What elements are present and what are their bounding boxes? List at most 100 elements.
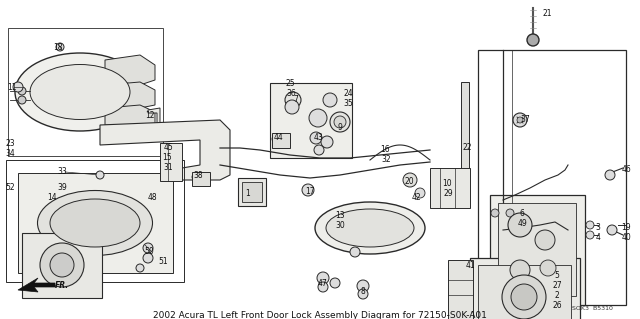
Text: 18: 18	[53, 42, 63, 51]
Circle shape	[508, 213, 532, 237]
Circle shape	[314, 145, 324, 155]
Circle shape	[511, 284, 537, 310]
Text: 36: 36	[286, 88, 296, 98]
Circle shape	[318, 282, 328, 292]
Ellipse shape	[38, 190, 152, 256]
Polygon shape	[105, 105, 155, 127]
Text: 9: 9	[337, 122, 342, 131]
Text: 31: 31	[163, 164, 173, 173]
Ellipse shape	[15, 53, 145, 131]
Circle shape	[607, 225, 617, 235]
Text: 41: 41	[465, 261, 475, 270]
Text: 24: 24	[343, 88, 353, 98]
Text: 25: 25	[285, 78, 295, 87]
Text: 49: 49	[517, 219, 527, 227]
Polygon shape	[105, 55, 155, 85]
Text: 42: 42	[411, 194, 421, 203]
Circle shape	[272, 135, 280, 143]
Bar	[22, 233, 102, 298]
Text: 34: 34	[5, 149, 15, 158]
Circle shape	[491, 209, 499, 217]
Text: 26: 26	[552, 301, 562, 310]
Text: 21: 21	[542, 10, 552, 19]
Text: 20: 20	[404, 176, 414, 186]
Polygon shape	[148, 108, 160, 130]
Circle shape	[334, 116, 346, 128]
Text: 14: 14	[47, 192, 57, 202]
Bar	[498, 203, 576, 296]
Bar	[490, 195, 585, 305]
Text: 15: 15	[162, 153, 172, 162]
Text: 43: 43	[313, 133, 323, 143]
Bar	[6, 160, 184, 282]
Text: 12: 12	[145, 110, 155, 120]
Bar	[18, 173, 173, 273]
Circle shape	[605, 170, 615, 180]
Ellipse shape	[315, 202, 425, 254]
Text: 29: 29	[443, 189, 453, 197]
Bar	[242, 182, 262, 202]
Circle shape	[13, 82, 23, 92]
Polygon shape	[105, 82, 155, 108]
Circle shape	[535, 230, 555, 250]
Text: 3: 3	[596, 224, 600, 233]
Circle shape	[143, 243, 153, 253]
Circle shape	[506, 209, 514, 217]
Bar	[470, 258, 580, 319]
Text: 7: 7	[294, 95, 298, 105]
Circle shape	[56, 43, 64, 51]
Circle shape	[510, 260, 530, 280]
Bar	[461, 82, 469, 182]
Bar	[448, 260, 473, 319]
Text: 32: 32	[381, 154, 391, 164]
Circle shape	[513, 113, 527, 127]
Ellipse shape	[30, 64, 130, 120]
Ellipse shape	[326, 209, 414, 247]
Text: FR.: FR.	[55, 280, 69, 290]
Text: 38: 38	[193, 170, 203, 180]
Circle shape	[403, 173, 417, 187]
Circle shape	[309, 109, 327, 127]
Text: 2: 2	[555, 292, 559, 300]
Text: 1: 1	[246, 189, 250, 197]
Text: 39: 39	[57, 182, 67, 191]
Text: SOK3  B5310: SOK3 B5310	[572, 306, 613, 310]
Circle shape	[502, 275, 546, 319]
Bar	[270, 83, 352, 158]
Bar	[192, 172, 210, 186]
Circle shape	[192, 173, 200, 181]
Text: 51: 51	[158, 257, 168, 266]
Circle shape	[310, 132, 322, 144]
Polygon shape	[18, 278, 55, 292]
Text: 13: 13	[335, 211, 345, 220]
Text: 8: 8	[360, 286, 365, 295]
Circle shape	[40, 243, 84, 287]
Circle shape	[330, 112, 350, 132]
Text: 27: 27	[552, 280, 562, 290]
Circle shape	[143, 253, 153, 263]
Text: 4: 4	[596, 234, 600, 242]
Circle shape	[247, 192, 257, 202]
Text: 23: 23	[5, 138, 15, 147]
Circle shape	[540, 260, 556, 276]
Text: 19: 19	[621, 224, 631, 233]
Text: 16: 16	[380, 145, 390, 153]
Circle shape	[96, 171, 104, 179]
Bar	[478, 265, 571, 319]
Bar	[238, 178, 266, 206]
Text: 37: 37	[520, 115, 530, 124]
Circle shape	[586, 231, 594, 239]
Text: 48: 48	[147, 192, 157, 202]
Circle shape	[50, 253, 74, 277]
Circle shape	[415, 188, 425, 198]
Bar	[478, 50, 626, 305]
Text: 30: 30	[335, 221, 345, 231]
Text: 10: 10	[442, 179, 452, 188]
Circle shape	[586, 221, 594, 229]
Circle shape	[136, 264, 144, 272]
Bar	[272, 133, 290, 148]
Circle shape	[323, 93, 337, 107]
Bar	[160, 143, 182, 181]
Circle shape	[302, 184, 314, 196]
Circle shape	[517, 117, 523, 123]
